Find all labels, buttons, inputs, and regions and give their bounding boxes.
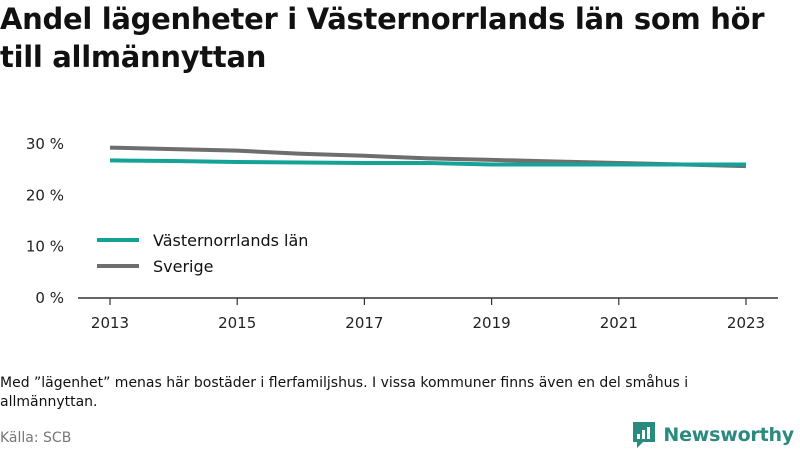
y-tick-label: 30 % bbox=[26, 135, 64, 153]
x-axis: 2013 2015 2017 2019 2021 2023 bbox=[78, 297, 778, 332]
y-tick-label: 20 % bbox=[26, 186, 64, 204]
legend: Västernorrlands län Sverige bbox=[97, 231, 308, 276]
chart-title: Andel lägenheter i Västernorrlands län s… bbox=[0, 2, 765, 74]
y-axis: 0 % 10 % 20 % 30 % bbox=[26, 135, 64, 307]
legend-label: Sverige bbox=[153, 257, 214, 276]
footnote: Med ”lägenhet” menas här bostäder i fler… bbox=[0, 375, 689, 410]
series-lines bbox=[109, 145, 747, 169]
series-line bbox=[109, 158, 746, 167]
legend-label: Västernorrlands län bbox=[153, 231, 308, 250]
brand-logo[interactable]: Newsworthy bbox=[631, 420, 794, 450]
y-tick-label: 0 % bbox=[35, 289, 64, 307]
source-label: Källa: SCB bbox=[0, 430, 72, 446]
y-tick-label: 10 % bbox=[26, 238, 64, 256]
x-tick-label: 2021 bbox=[600, 314, 638, 332]
x-tick-label: 2015 bbox=[218, 314, 256, 332]
line-chart: 0 % 10 % 20 % 30 % 2013 2015 2017 2019 2021 2023… bbox=[26, 135, 778, 332]
x-tick-label: 2023 bbox=[727, 314, 765, 332]
x-tick-label: 2017 bbox=[345, 314, 383, 332]
brand-name: Newsworthy bbox=[663, 424, 794, 446]
newsworthy-logo-icon bbox=[633, 422, 656, 448]
x-tick-label: 2013 bbox=[91, 314, 129, 332]
x-tick-label: 2019 bbox=[473, 314, 511, 332]
